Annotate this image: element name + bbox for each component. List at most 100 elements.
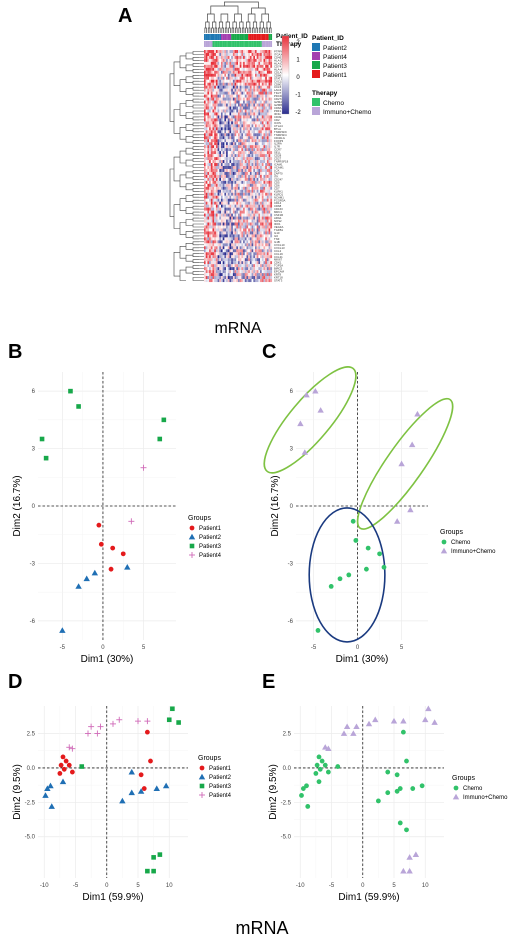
heatmap-cell xyxy=(227,154,230,158)
heatmap-cell xyxy=(207,157,210,161)
heatmap-cell xyxy=(268,216,271,220)
heatmap-cell xyxy=(219,237,222,241)
heatmap-cell xyxy=(263,145,266,149)
heatmap-cell xyxy=(248,142,250,146)
heatmap-cell xyxy=(248,160,250,164)
heatmap-cell xyxy=(260,136,262,140)
heatmap-cell xyxy=(253,177,256,181)
gene-label: CD7 xyxy=(274,186,280,190)
heatmap-cell xyxy=(234,279,237,283)
heatmap-cell xyxy=(246,273,249,277)
heatmap-cell xyxy=(249,246,252,250)
gene-label: KRT8 xyxy=(274,273,282,277)
heatmap-cell xyxy=(261,58,264,62)
heatmap-cell xyxy=(246,91,249,95)
legend-label: Patient4 xyxy=(209,793,232,799)
heatmap-cell xyxy=(204,225,206,229)
y-tick-label: 0 xyxy=(290,504,294,510)
heatmap-cell xyxy=(238,154,240,158)
dendrogram-branch xyxy=(224,27,228,33)
heatmap-cell xyxy=(268,249,271,253)
annotation-bars xyxy=(204,34,273,47)
heatmap-cell xyxy=(243,213,245,217)
heatmap-cell xyxy=(239,85,242,89)
heatmap-cell xyxy=(231,270,233,274)
heatmap-cell xyxy=(248,151,250,155)
heatmap-cell xyxy=(241,255,244,259)
heatmap-cell xyxy=(219,210,222,214)
heatmap-cell xyxy=(268,133,271,137)
heatmap-cell xyxy=(253,195,256,199)
heatmap-cell xyxy=(258,264,261,268)
heatmap-cell xyxy=(263,151,266,155)
heatmap-cell xyxy=(224,216,227,220)
data-point xyxy=(328,584,334,589)
patient-annotation-cell xyxy=(209,34,211,40)
heatmap-cell xyxy=(207,151,210,155)
heatmap-cell xyxy=(249,234,252,238)
heatmap-cell xyxy=(231,255,233,259)
data-point xyxy=(98,541,104,547)
heatmap-cell xyxy=(249,261,252,265)
heatmap-cell xyxy=(212,52,215,56)
heatmap-cell xyxy=(215,70,218,74)
heatmap-cell xyxy=(224,82,227,86)
heatmap-cell xyxy=(236,252,239,256)
panel-letter-b: B xyxy=(8,341,22,363)
heatmap-cell xyxy=(205,252,208,256)
heatmap-cell xyxy=(215,76,218,80)
heatmap-cell xyxy=(227,157,230,161)
heatmap-cell xyxy=(249,61,252,65)
heatmap-cell xyxy=(212,252,215,256)
heatmap-cell xyxy=(251,270,254,274)
heatmap-cell xyxy=(229,231,232,235)
heatmap-cell xyxy=(222,55,225,59)
therapy-annotation-cell xyxy=(265,41,267,47)
heatmap-cell xyxy=(239,231,242,235)
heatmap-cell xyxy=(236,70,239,74)
heatmap-cell xyxy=(214,106,216,110)
data-point xyxy=(340,730,348,736)
heatmap-cell xyxy=(268,145,271,149)
heatmap-cell xyxy=(266,252,269,256)
heatmap-cell xyxy=(249,127,252,131)
heatmap-cell xyxy=(214,67,216,71)
heatmap-cell xyxy=(266,273,269,277)
patient-annotation-cell xyxy=(270,34,273,40)
heatmap-cell xyxy=(249,216,252,220)
heatmap-cell xyxy=(243,219,245,223)
heatmap-cell xyxy=(234,127,237,131)
therapy-annotation-cell xyxy=(215,41,218,47)
heatmap-cell xyxy=(265,189,267,193)
heatmap-cell xyxy=(249,219,252,223)
heatmap-cell xyxy=(239,255,242,259)
heatmap-cell xyxy=(265,261,267,265)
heatmap-cell xyxy=(251,210,254,214)
heatmap-cell xyxy=(221,183,223,187)
heatmap-cell xyxy=(221,133,223,137)
heatmap-cell xyxy=(236,103,239,107)
heatmap-cell xyxy=(266,255,269,259)
heatmap-cell xyxy=(243,82,245,86)
heatmap-cell xyxy=(258,61,261,65)
heatmap-cell xyxy=(234,55,237,59)
heatmap-cell xyxy=(222,210,225,214)
heatmap-cell xyxy=(248,276,250,280)
heatmap-cell xyxy=(270,121,273,125)
heatmap-cell xyxy=(270,50,273,54)
heatmap-cell xyxy=(258,163,261,167)
heatmap-cell xyxy=(215,73,218,77)
heatmap-cell xyxy=(241,76,244,80)
heatmap-cell xyxy=(226,109,228,113)
legend-title-therapy: Therapy xyxy=(312,90,338,97)
heatmap-cell xyxy=(249,177,252,181)
heatmap-cell xyxy=(234,88,237,92)
heatmap-cell xyxy=(239,177,242,181)
heatmap-cell xyxy=(217,213,220,217)
heatmap-cell xyxy=(253,189,256,193)
heatmap-cell xyxy=(226,213,228,217)
heatmap-cell xyxy=(204,228,206,232)
heatmap-cell xyxy=(226,112,228,116)
heatmap-cell xyxy=(232,276,235,280)
